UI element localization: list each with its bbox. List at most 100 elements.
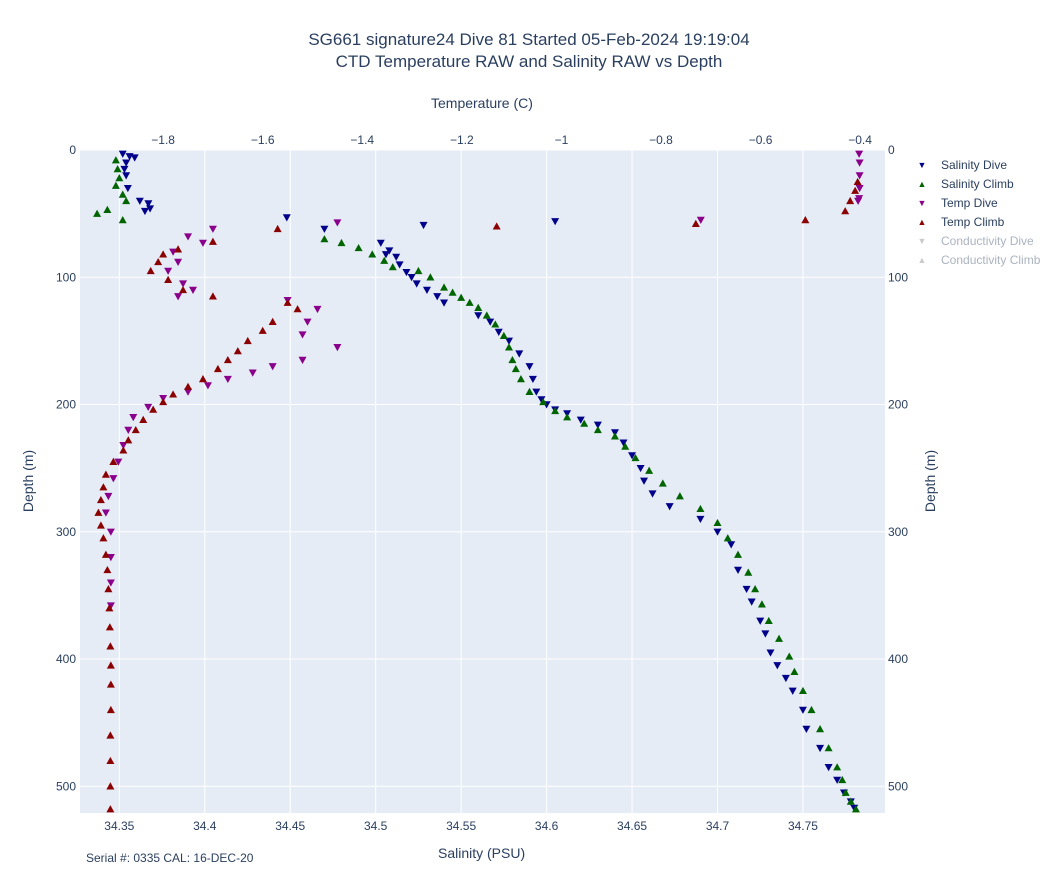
data-point-salinity-dive — [433, 293, 442, 301]
data-point-temp-climb — [109, 457, 118, 465]
data-point-salinity-climb — [846, 797, 855, 805]
legend-item-conductivity-climb[interactable]: ▲ Conductivity Climb — [910, 251, 1041, 270]
data-point-salinity-climb — [93, 209, 102, 217]
data-point-temp-climb — [96, 521, 105, 529]
data-point-salinity-dive — [833, 776, 842, 784]
x-tick-label: 34.45 — [275, 819, 305, 833]
data-point-salinity-climb — [807, 705, 816, 714]
data-point-temp-dive — [144, 403, 153, 412]
legend-label: Temp Dive — [941, 196, 998, 210]
y2-tick-label: 500 — [888, 779, 908, 793]
data-point-temp-climb — [106, 661, 115, 669]
tick-layer: 34.35 34.4 34.45 34.5 34.55 34.6 34.65 34.7 34.7… — [56, 133, 908, 833]
data-point-salinity-dive — [781, 674, 790, 683]
x2-tick-label: −1.2 — [450, 133, 474, 147]
data-point-salinity-dive — [282, 214, 291, 222]
data-point-salinity-climb — [824, 744, 833, 752]
data-point-salinity-climb — [631, 453, 640, 462]
data-point-temp-dive — [203, 382, 212, 390]
data-point-temp-climb — [243, 336, 252, 345]
data-point-salinity-climb — [499, 331, 508, 339]
triangle-up-icon: ▲ — [917, 179, 927, 189]
x2-tick-label: −1.8 — [151, 133, 175, 147]
data-point-salinity-dive — [504, 337, 513, 345]
legend-item-temp-dive[interactable]: ▼ Temp Dive — [910, 194, 1040, 213]
data-point-salinity-climb — [426, 273, 435, 281]
data-point-temp-climb — [213, 364, 222, 373]
data-point-salinity-climb — [696, 504, 705, 513]
x2-axis-title: Temperature (C) — [431, 95, 533, 111]
data-point-salinity-climb — [775, 634, 784, 642]
data-point-temp-climb — [106, 756, 115, 765]
data-point-temp-climb — [293, 305, 302, 313]
x-tick-label: 34.4 — [193, 819, 217, 833]
data-point-temp-climb — [154, 257, 163, 266]
data-point-temp-climb — [106, 782, 115, 790]
data-point-salinity-dive — [118, 150, 127, 158]
legend-item-salinity-dive[interactable]: ▼ Salinity Dive — [910, 156, 1040, 175]
x2-tick-label: −1.6 — [251, 133, 275, 147]
data-point-salinity-dive — [802, 725, 811, 734]
data-point-temp-climb — [104, 585, 113, 593]
data-point-salinity-climb — [621, 442, 630, 450]
grid-layer — [80, 149, 885, 813]
data-point-temp-dive — [169, 248, 178, 256]
data-point-temp-climb — [106, 705, 115, 714]
data-point-salinity-dive — [122, 172, 131, 180]
data-point-temp-climb — [184, 382, 193, 390]
data-point-temp-dive — [854, 197, 863, 205]
data-point-salinity-climb — [658, 479, 667, 487]
data-point-temp-climb — [223, 355, 232, 364]
x2-tick-label: −0.4 — [848, 133, 872, 147]
data-point-temp-dive — [106, 554, 115, 562]
y2-tick-label: 300 — [888, 525, 908, 539]
data-point-salinity-dive — [619, 439, 628, 447]
data-point-salinity-climb — [474, 303, 483, 311]
data-point-temp-climb — [492, 222, 501, 230]
data-point-salinity-climb — [516, 375, 525, 383]
data-point-salinity-climb — [645, 466, 654, 474]
data-point-temp-climb — [273, 224, 282, 233]
data-point-salinity-climb — [833, 763, 842, 771]
legend-item-temp-climb[interactable]: ▲ Temp Climb — [910, 213, 1040, 232]
data-point-salinity-climb — [111, 181, 120, 189]
data-point-temp-climb — [105, 604, 114, 612]
data-point-temp-dive — [208, 225, 217, 233]
data-point-salinity-climb — [320, 235, 329, 243]
data-point-temp-dive — [303, 318, 312, 326]
data-point-temp-dive — [855, 159, 864, 167]
data-point-temp-climb — [99, 534, 108, 542]
data-point-temp-climb — [851, 186, 860, 194]
data-point-temp-climb — [691, 219, 700, 228]
x-tick-label: 34.65 — [617, 819, 647, 833]
data-point-temp-dive — [298, 356, 307, 364]
data-point-salinity-dive — [593, 421, 602, 429]
data-point-salinity-dive — [756, 617, 765, 625]
data-point-salinity-climb — [539, 397, 548, 406]
data-point-temp-climb — [106, 805, 115, 813]
data-point-salinity-dive — [665, 503, 674, 511]
x-tick-label: 34.75 — [788, 819, 818, 833]
data-point-salinity-climb — [551, 406, 560, 415]
x2-tick-label: −1 — [555, 133, 569, 147]
data-point-temp-dive — [129, 414, 138, 422]
legend-label: Conductivity Dive — [941, 234, 1034, 248]
data-point-salinity-climb — [508, 355, 517, 364]
data-point-salinity-climb — [751, 585, 760, 593]
data-point-salinity-dive — [122, 159, 131, 167]
legend-item-conductivity-dive[interactable]: ▼ Conductivity Dive — [910, 232, 1040, 251]
data-point-salinity-climb — [851, 805, 860, 813]
x-tick-label: 34.5 — [364, 819, 388, 833]
data-point-temp-dive — [164, 267, 173, 275]
data-point-temp-climb — [198, 375, 207, 383]
data-point-salinity-dive — [824, 763, 833, 772]
data-point-temp-dive — [184, 388, 193, 396]
data-point-salinity-dive — [696, 515, 705, 524]
data-point-temp-climb — [283, 298, 292, 306]
legend-item-salinity-climb[interactable]: ▲ Salinity Climb — [910, 175, 1040, 194]
data-point-temp-climb — [208, 292, 217, 300]
triangle-up-icon: ▲ — [917, 217, 927, 227]
data-point-temp-climb — [233, 347, 242, 355]
serial-footnote: Serial #: 0335 CAL: 16-DEC-20 — [86, 851, 254, 865]
x-tick-label: 34.35 — [104, 819, 134, 833]
